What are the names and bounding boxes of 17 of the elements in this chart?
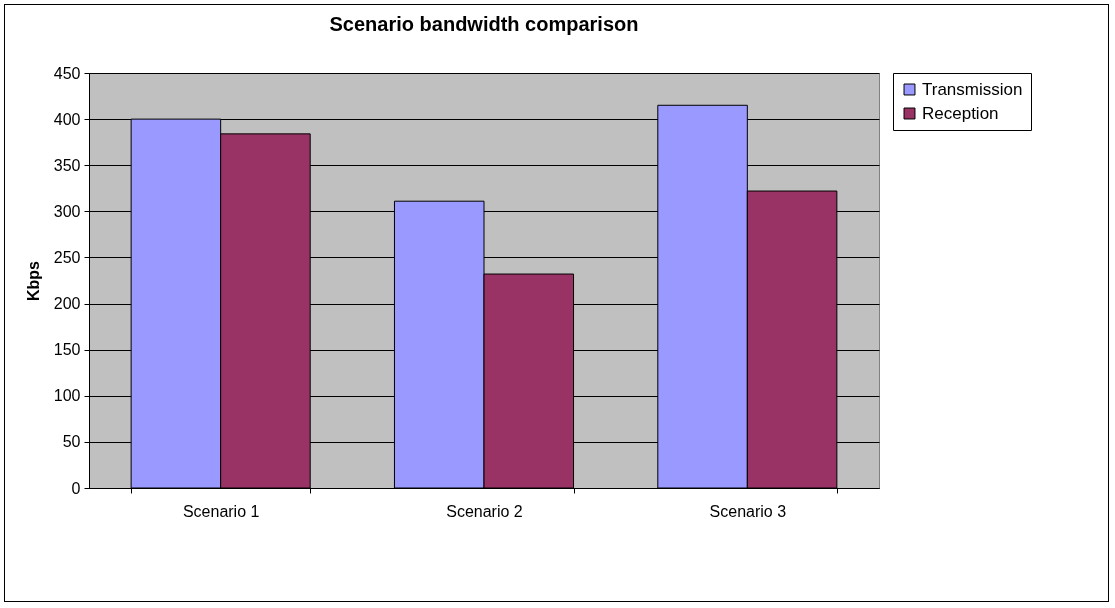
y-tick-label: 100	[53, 387, 81, 405]
legend-label: Reception	[922, 103, 999, 123]
x-tick-label: Scenario 1	[182, 502, 260, 520]
legend-label: Transmission	[922, 79, 1023, 99]
y-tick-label: 400	[53, 110, 81, 128]
y-tick-label: 350	[53, 156, 81, 174]
x-tick-label: Scenario 3	[709, 502, 787, 520]
y-tick-label: 300	[53, 202, 81, 220]
x-tick-label: Scenario 2	[446, 502, 523, 520]
y-tick-label: 50	[62, 433, 81, 451]
y-tick-label: 200	[53, 295, 81, 313]
y-axis-title: Kbps	[24, 260, 42, 301]
y-tick-label: 250	[53, 248, 81, 266]
chart-title: Scenario bandwidth comparison	[329, 13, 639, 35]
y-tick-label: 150	[53, 341, 81, 359]
y-tick-label: 450	[53, 64, 81, 82]
y-tick-label: 0	[71, 479, 81, 497]
